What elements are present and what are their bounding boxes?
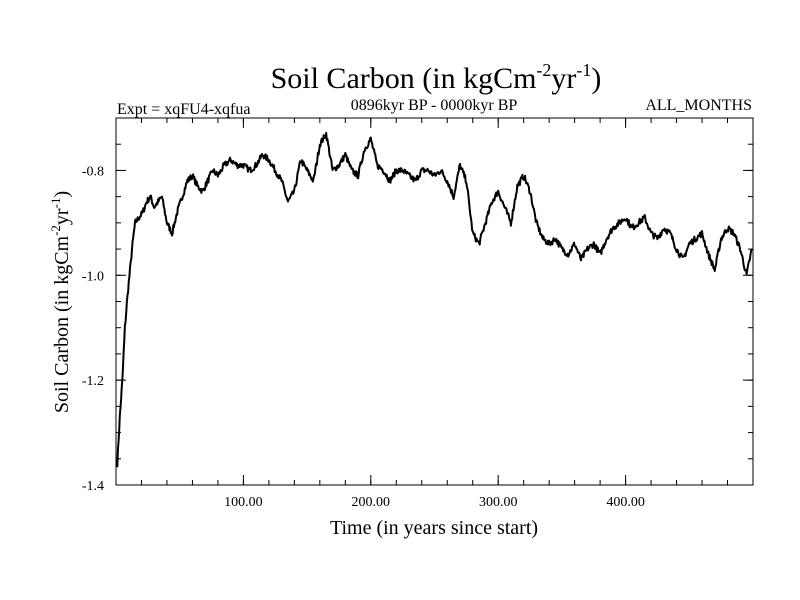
subtitle-time-range: 0896kyr BP - 0000kyr BP [351,97,518,114]
chart-title-end: ) [591,62,601,95]
y-axis-label-mid: yr [51,208,73,225]
chart-title-sup2: -1 [576,60,591,80]
y-axis-label-sup2: -1 [48,198,63,209]
soil-carbon-series-line [116,131,753,468]
y-axis-label-main: Soil Carbon (in kgCm [51,235,73,413]
x-tick-label: 300.00 [479,495,518,510]
chart-title-sup1: -2 [536,60,551,80]
y-tick-label: -1.0 [82,269,104,284]
subtitle-experiment: Expt = xqFU4-xqfua [117,101,250,118]
y-tick-label: -1.4 [82,479,104,494]
chart-title-main: Soil Carbon (in kgCm [271,62,537,95]
y-axis: -1.4 -1.2 -1.0 -0.8 [82,117,753,494]
y-axis-label-end: ) [51,191,73,198]
y-tick-label: -0.8 [82,164,104,179]
x-axis: 100.00 200.00 300.00 400.00 [140,118,729,510]
chart-title: Soil Carbon (in kgCm-2yr-1) [271,60,602,95]
x-tick-label: 400.00 [606,495,645,510]
x-tick-label: 200.00 [352,495,391,510]
chart-title-mid: yr [551,62,576,95]
x-axis-label: Time (in years since start) [330,517,538,539]
x-tick-label: 100.00 [224,495,263,510]
y-tick-label: -1.2 [82,374,104,389]
subtitle-months: ALL_MONTHS [645,97,752,114]
y-axis-label: Soil Carbon (in kgCm-2yr-1) [48,191,73,413]
y-axis-label-sup1: -2 [48,225,63,236]
